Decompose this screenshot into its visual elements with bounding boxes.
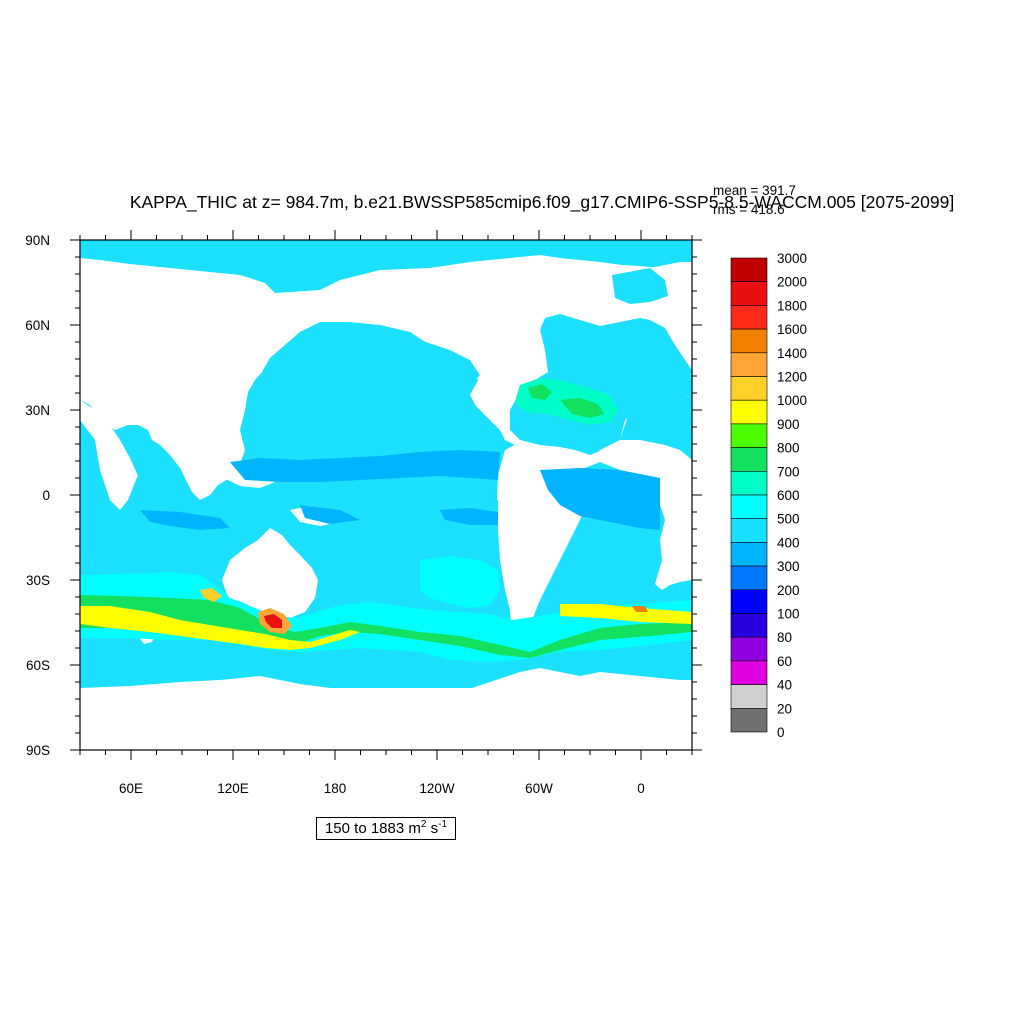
rms-label: rms = 418.6 [713,202,785,217]
colorbar-swatch [730,328,768,354]
colorbar-level-label: 200 [777,583,800,598]
map-title: KAPPA_THIC at z= 984.7m, b.e21.BWSSP585c… [130,192,954,213]
colorbar-level-label: 500 [777,512,800,527]
colorbar-swatch [730,613,768,638]
colorbar-swatch [730,423,768,448]
colorbar-level-label: 20 [777,701,792,716]
mean-label: mean = 391.7 [713,183,796,198]
lat-tick-label: 30S [26,573,50,588]
colorbar-swatch [730,305,768,330]
colorbar-level-label: 1000 [777,393,807,408]
range-sup-1: 2 [420,819,427,830]
lon-tick-label: 120E [217,781,249,796]
colorbar-level-label: 300 [777,559,800,574]
colorbar-level-label: 1400 [777,346,807,361]
colorbar-swatch [730,352,768,377]
colorbar-swatch [730,399,768,425]
colorbar-level-label: 40 [777,678,792,693]
colorbar-swatch [730,684,768,709]
range-text: 150 to 1883 m [324,820,421,837]
colorbar-level-label: 900 [777,417,800,432]
colorbar [730,257,768,733]
map-plot-area [80,240,692,750]
colorbar-swatch [730,447,768,472]
lon-tick-label: 120W [419,781,455,796]
arctic-ocean [80,243,692,276]
colorbar-swatch [730,565,768,591]
lon-axis: 60E 120E 180 120W 60W 0 [119,781,645,796]
colorbar-swatch [730,281,768,306]
colorbar-swatch [730,470,768,496]
colorbar-labels: 3000200018001600140012001000900800700600… [777,251,807,740]
lat-tick-label: 30N [25,403,50,418]
colorbar-level-label: 400 [777,535,800,550]
colorbar-level-label: 60 [777,654,792,669]
colorbar-level-label: 1200 [777,370,807,385]
colorbar-swatch [730,589,768,614]
lat-tick-label: 90S [26,743,50,758]
colorbar-swatch [730,518,768,543]
lat-tick-label: 60N [25,318,50,333]
lat-axis: 90N 60N 30N 0 30S 60S 90S [25,233,50,758]
colorbar-level-label: 0 [777,725,785,740]
colorbar-level-label: 800 [777,441,800,456]
colorbar-level-label: 700 [777,464,800,479]
colorbar-swatch [730,636,768,662]
lat-tick-label: 90N [25,233,50,248]
contour-band-600 [80,595,692,658]
colorbar-level-label: 1800 [777,298,807,313]
lat-tick-label: 0 [42,488,50,503]
axis-ticks [70,230,702,760]
colorbar-swatch [730,257,768,283]
lon-tick-label: 60W [525,781,553,796]
range-sup-2: -1 [438,819,448,830]
lon-tick-label: 0 [637,781,645,796]
range-label: 150 to 1883 m2 s-1 [316,817,456,840]
lon-tick-label: 180 [324,781,347,796]
colorbar-swatch [730,376,768,401]
range-unit: s [426,820,439,837]
colorbar-swatch [730,707,768,733]
contour-band-800 [80,606,360,650]
colorbar-level-label: 600 [777,488,800,503]
colorbar-swatch [730,542,768,567]
colorbar-swatch [730,494,768,520]
colorbar-level-label: 1600 [777,322,807,337]
colorbar-level-label: 100 [777,607,800,622]
colorbar-swatch [730,660,768,685]
lat-tick-label: 60S [26,658,50,673]
colorbar-level-label: 2000 [777,275,807,290]
lon-tick-label: 60E [119,781,143,796]
colorbar-level-label: 80 [777,630,792,645]
colorbar-level-label: 3000 [777,251,807,266]
